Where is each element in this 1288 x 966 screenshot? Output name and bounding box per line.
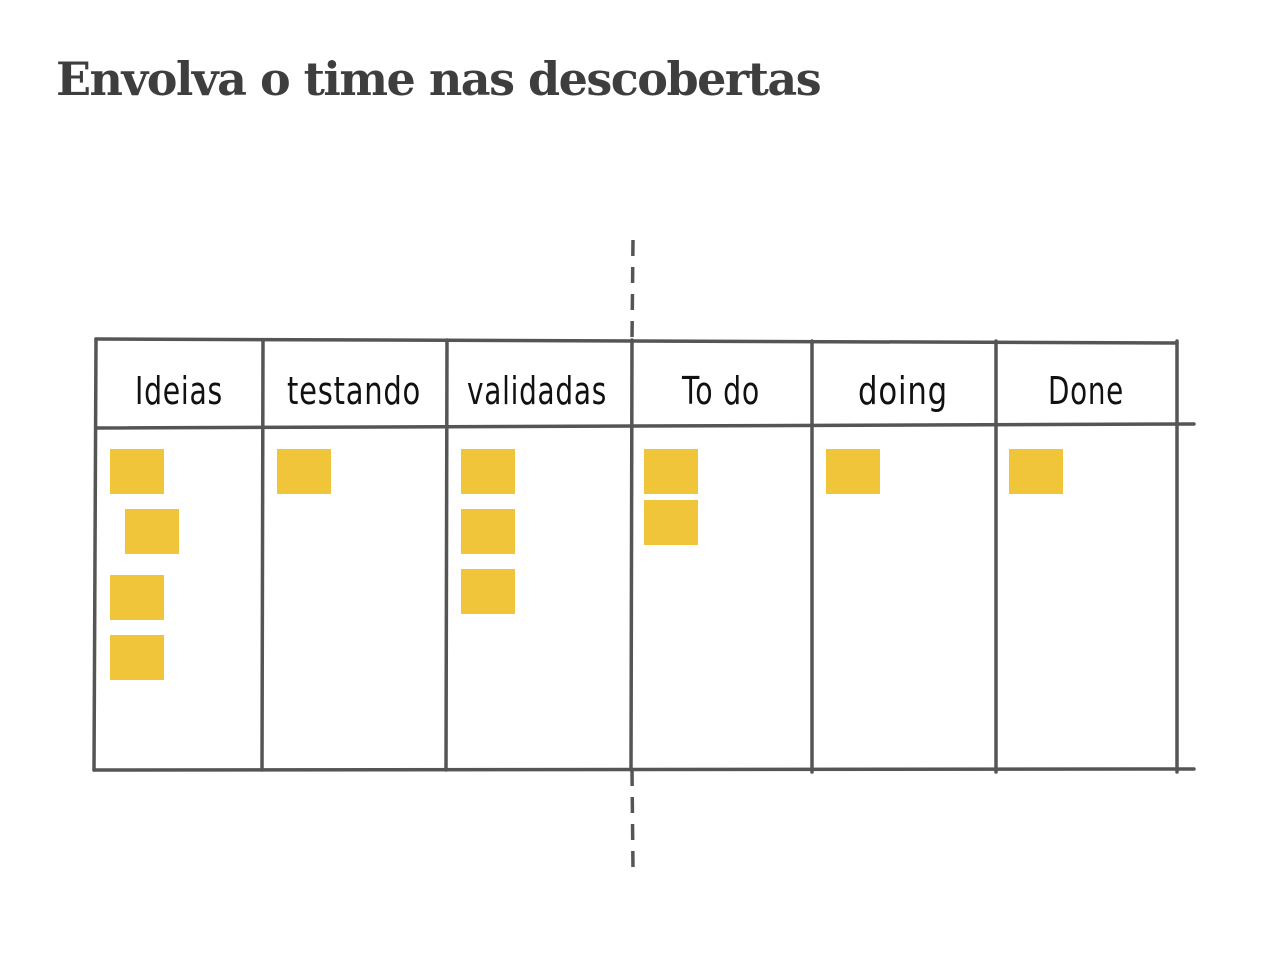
sticky-note[interactable] [644,449,698,494]
column-line-1 [92,337,98,772]
sticky-note[interactable] [461,509,515,554]
column-headers: Ideias testando validadas To do doing Do… [135,369,1124,413]
divider-solid-line [629,338,634,772]
board-top-border [94,337,1179,345]
dashed-divider-top [630,239,635,341]
column-header-doing: doing [858,369,948,413]
sticky-note[interactable] [125,509,179,554]
sticky-note[interactable] [1009,449,1063,494]
dashed-divider-bottom [630,769,635,871]
board-bottom-border [92,767,1196,772]
column-header-validadas: validadas [467,369,607,413]
sticky-note[interactable] [110,635,164,680]
column-line-2 [260,338,265,772]
dashed-divider [630,239,635,871]
column-header-testando: testando [287,369,421,413]
sticky-note[interactable] [110,449,164,494]
sticky-notes [110,449,1063,680]
column-line-3 [444,338,449,772]
column-header-to-do: To do [681,369,760,413]
sticky-note[interactable] [644,500,698,545]
board-grid [92,337,1196,774]
sticky-note[interactable] [826,449,880,494]
header-separator [94,422,1196,430]
sticky-note[interactable] [110,575,164,620]
column-header-done: Done [1048,369,1124,413]
page-title: Envolva o time nas descobertas [56,52,822,106]
sticky-note[interactable] [461,449,515,494]
sticky-note[interactable] [461,569,515,614]
column-header-ideias: Ideias [135,369,223,413]
sticky-note[interactable] [277,449,331,494]
